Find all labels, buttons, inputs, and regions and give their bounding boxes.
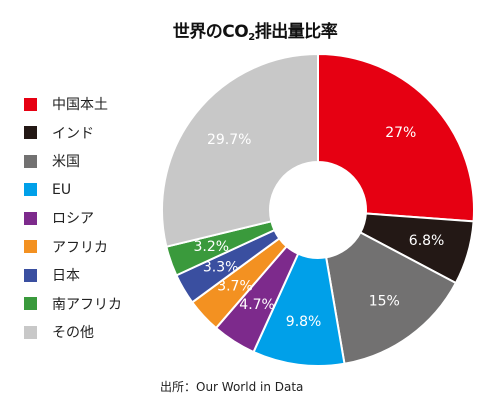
title-rest: 排出量比率 [254,22,338,42]
chart-title: 世界のCO2排出量比率 [120,17,390,43]
legend-label: 米国 [52,154,80,171]
legend-item: 南アフリカ [24,290,122,319]
slice-label: 27% [385,125,416,141]
title-main: 世界のCO [172,22,249,42]
legend-label: インド [52,125,94,142]
legend-swatch [24,97,37,111]
legend-item: アフリカ [24,233,122,262]
legend-swatch [24,154,37,168]
legend-item: 日本 [24,261,122,290]
legend-item: ロシア [24,204,122,233]
slice-label: 4.7% [239,297,275,313]
legend-label: EU [52,181,72,198]
slice-label: 3.2% [193,239,229,255]
legend-item: インド [24,119,122,148]
title-subscript: 2 [248,32,255,43]
slice-label: 3.7% [217,279,253,295]
legend-item: EU [24,176,122,205]
slice-label: 29.7% [207,132,251,148]
legend-label: その他 [52,325,94,342]
donut-slice [324,231,458,365]
legend-item: 米国 [24,147,122,176]
legend-swatch [24,325,37,339]
legend-swatch [24,268,37,282]
legend-label: アフリカ [52,239,108,256]
legend-label: 南アフリカ [52,296,122,313]
legend-label: 日本 [52,268,80,285]
source-note: 出所：Our World in Data [160,380,304,394]
legend-swatch [24,183,37,197]
legend-item: その他 [24,318,122,347]
legend-swatch [24,240,37,254]
slice-label: 6.8% [409,233,445,249]
donut-slice [317,52,475,223]
slice-label: 3.3% [203,259,239,275]
legend-item: 中国本土 [24,90,122,119]
legend-swatch [24,126,37,140]
legend-label: ロシア [52,211,94,228]
legend: 中国本土インド米国 EU ロシアアフリカ日本南アフリカその他 [24,90,122,347]
slice-label: 15% [369,293,400,309]
legend-swatch [24,211,37,225]
legend-swatch [24,297,37,311]
legend-label: 中国本土 [52,97,108,114]
slice-label: 9.8% [286,314,322,330]
donut-slice [161,52,319,248]
